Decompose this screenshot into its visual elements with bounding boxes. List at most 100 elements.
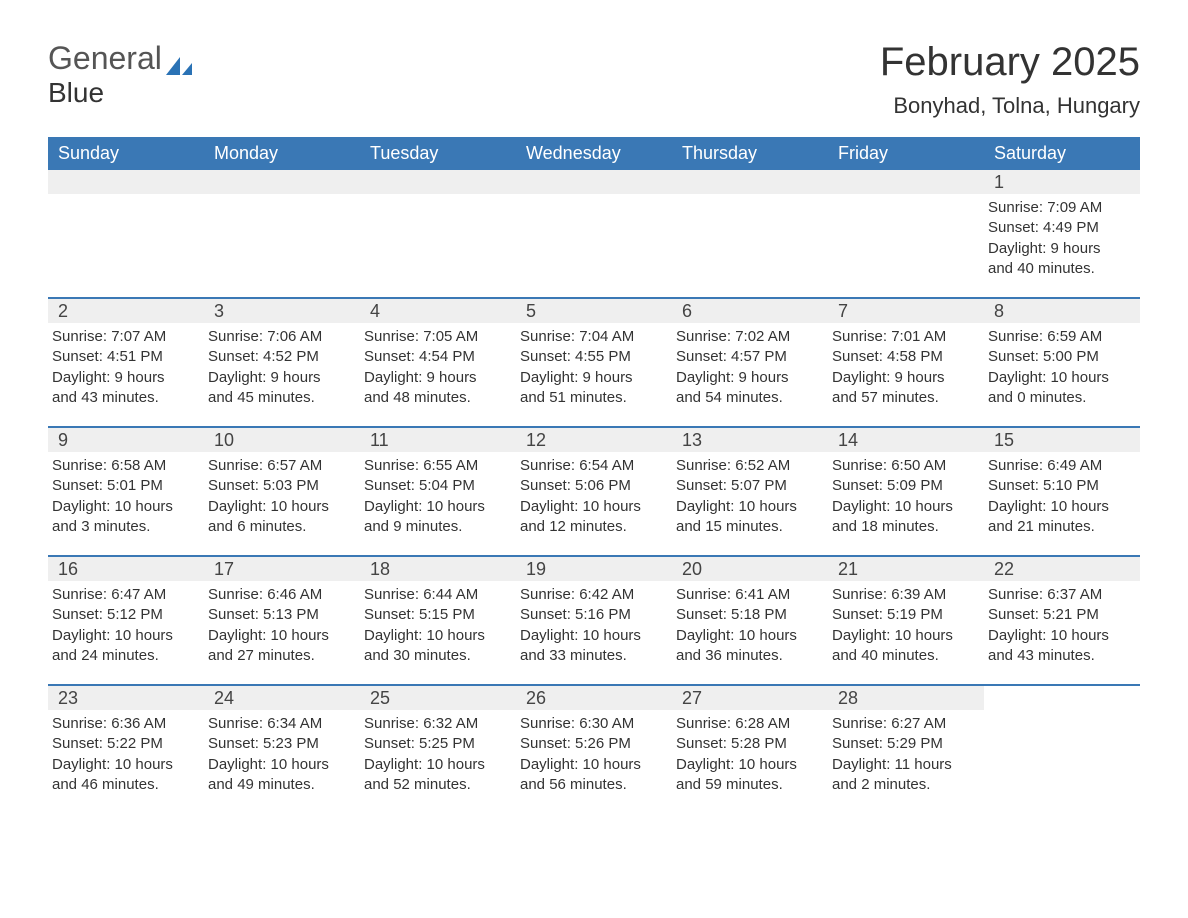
- calendar-day: [204, 170, 360, 283]
- day-number: 26: [516, 688, 556, 709]
- day-number-row: 7: [828, 299, 984, 323]
- calendar-day: 5Sunrise: 7:04 AMSunset: 4:55 PMDaylight…: [516, 299, 672, 412]
- calendar-day: 9Sunrise: 6:58 AMSunset: 5:01 PMDaylight…: [48, 428, 204, 541]
- day-number-row: 24: [204, 686, 360, 710]
- calendar-day: 27Sunrise: 6:28 AMSunset: 5:28 PMDayligh…: [672, 686, 828, 799]
- calendar-day: 18Sunrise: 6:44 AMSunset: 5:15 PMDayligh…: [360, 557, 516, 670]
- sunrise-text: Sunrise: 7:05 AM: [364, 327, 506, 347]
- day-number: 14: [828, 430, 868, 451]
- day-number-row: 18: [360, 557, 516, 581]
- daylight-line-1: Daylight: 10 hours: [988, 626, 1130, 646]
- calendar-day: [360, 170, 516, 283]
- sunrise-text: Sunrise: 6:27 AM: [832, 714, 974, 734]
- daylight-line-2: and 54 minutes.: [676, 388, 818, 408]
- daylight-line-1: Daylight: 10 hours: [520, 626, 662, 646]
- daylight-line-2: and 46 minutes.: [52, 775, 194, 795]
- daylight-line-2: and 33 minutes.: [520, 646, 662, 666]
- calendar-day: 24Sunrise: 6:34 AMSunset: 5:23 PMDayligh…: [204, 686, 360, 799]
- day-number-row: 6: [672, 299, 828, 323]
- daylight-line-2: and 43 minutes.: [988, 646, 1130, 666]
- sunset-text: Sunset: 5:12 PM: [52, 605, 194, 625]
- daylight-line-1: Daylight: 9 hours: [520, 368, 662, 388]
- sunset-text: Sunset: 5:01 PM: [52, 476, 194, 496]
- daylight-line-1: Daylight: 10 hours: [208, 755, 350, 775]
- day-details: Sunrise: 7:04 AMSunset: 4:55 PMDaylight:…: [516, 323, 672, 412]
- sunset-text: Sunset: 4:49 PM: [988, 218, 1130, 238]
- day-number: 27: [672, 688, 712, 709]
- daylight-line-1: Daylight: 10 hours: [52, 755, 194, 775]
- sunrise-text: Sunrise: 6:58 AM: [52, 456, 194, 476]
- daylight-line-2: and 43 minutes.: [52, 388, 194, 408]
- daylight-line-1: Daylight: 9 hours: [676, 368, 818, 388]
- calendar-day: 10Sunrise: 6:57 AMSunset: 5:03 PMDayligh…: [204, 428, 360, 541]
- day-number-row: 17: [204, 557, 360, 581]
- day-number-row: 5: [516, 299, 672, 323]
- dow-tuesday: Tuesday: [360, 137, 516, 170]
- calendar-day: 16Sunrise: 6:47 AMSunset: 5:12 PMDayligh…: [48, 557, 204, 670]
- calendar-day: 4Sunrise: 7:05 AMSunset: 4:54 PMDaylight…: [360, 299, 516, 412]
- month-title: February 2025: [880, 40, 1140, 85]
- calendar-week: 2Sunrise: 7:07 AMSunset: 4:51 PMDaylight…: [48, 297, 1140, 412]
- daylight-line-2: and 24 minutes.: [52, 646, 194, 666]
- calendar-day: 2Sunrise: 7:07 AMSunset: 4:51 PMDaylight…: [48, 299, 204, 412]
- sunset-text: Sunset: 5:03 PM: [208, 476, 350, 496]
- day-number-row: 8: [984, 299, 1140, 323]
- sail-icon: [166, 57, 180, 75]
- daylight-line-2: and 15 minutes.: [676, 517, 818, 537]
- day-number-row: [828, 170, 984, 194]
- calendar-day: [516, 170, 672, 283]
- day-number: 6: [672, 301, 702, 322]
- day-number: 4: [360, 301, 390, 322]
- daylight-line-1: Daylight: 10 hours: [832, 626, 974, 646]
- brand-word-1: General: [48, 40, 162, 77]
- day-number-row: 16: [48, 557, 204, 581]
- sunset-text: Sunset: 5:13 PM: [208, 605, 350, 625]
- daylight-line-2: and 0 minutes.: [988, 388, 1130, 408]
- sunrise-text: Sunrise: 6:47 AM: [52, 585, 194, 605]
- day-details: Sunrise: 6:28 AMSunset: 5:28 PMDaylight:…: [672, 710, 828, 799]
- daylight-line-2: and 45 minutes.: [208, 388, 350, 408]
- daylight-line-2: and 49 minutes.: [208, 775, 350, 795]
- day-details: Sunrise: 6:34 AMSunset: 5:23 PMDaylight:…: [204, 710, 360, 799]
- daylight-line-1: Daylight: 10 hours: [520, 755, 662, 775]
- day-number-row: 15: [984, 428, 1140, 452]
- daylight-line-2: and 57 minutes.: [832, 388, 974, 408]
- day-number: 15: [984, 430, 1024, 451]
- calendar-day: [984, 686, 1140, 799]
- daylight-line-1: Daylight: 10 hours: [520, 497, 662, 517]
- sunset-text: Sunset: 5:06 PM: [520, 476, 662, 496]
- sunrise-text: Sunrise: 6:34 AM: [208, 714, 350, 734]
- calendar-day: 22Sunrise: 6:37 AMSunset: 5:21 PMDayligh…: [984, 557, 1140, 670]
- day-details: Sunrise: 6:59 AMSunset: 5:00 PMDaylight:…: [984, 323, 1140, 412]
- sail-icon: [182, 63, 192, 75]
- calendar-day: 12Sunrise: 6:54 AMSunset: 5:06 PMDayligh…: [516, 428, 672, 541]
- daylight-line-1: Daylight: 10 hours: [364, 755, 506, 775]
- daylight-line-1: Daylight: 10 hours: [364, 626, 506, 646]
- sunrise-text: Sunrise: 6:39 AM: [832, 585, 974, 605]
- sunrise-text: Sunrise: 7:02 AM: [676, 327, 818, 347]
- sunrise-text: Sunrise: 7:06 AM: [208, 327, 350, 347]
- day-details: Sunrise: 7:01 AMSunset: 4:58 PMDaylight:…: [828, 323, 984, 412]
- day-details: Sunrise: 6:52 AMSunset: 5:07 PMDaylight:…: [672, 452, 828, 541]
- dow-friday: Friday: [828, 137, 984, 170]
- day-number: 17: [204, 559, 244, 580]
- title-block: February 2025 Bonyhad, Tolna, Hungary: [880, 40, 1140, 119]
- day-details: Sunrise: 7:09 AMSunset: 4:49 PMDaylight:…: [984, 194, 1140, 283]
- sunset-text: Sunset: 5:22 PM: [52, 734, 194, 754]
- calendar-day: 25Sunrise: 6:32 AMSunset: 5:25 PMDayligh…: [360, 686, 516, 799]
- daylight-line-1: Daylight: 10 hours: [988, 497, 1130, 517]
- sunset-text: Sunset: 4:51 PM: [52, 347, 194, 367]
- day-details: Sunrise: 6:32 AMSunset: 5:25 PMDaylight:…: [360, 710, 516, 799]
- calendar-day: [672, 170, 828, 283]
- daylight-line-1: Daylight: 10 hours: [988, 368, 1130, 388]
- calendar-week: 23Sunrise: 6:36 AMSunset: 5:22 PMDayligh…: [48, 684, 1140, 799]
- calendar-day: 7Sunrise: 7:01 AMSunset: 4:58 PMDaylight…: [828, 299, 984, 412]
- day-number-row: 26: [516, 686, 672, 710]
- day-number: 16: [48, 559, 88, 580]
- day-number: 7: [828, 301, 858, 322]
- calendar-day: 26Sunrise: 6:30 AMSunset: 5:26 PMDayligh…: [516, 686, 672, 799]
- day-number: 5: [516, 301, 546, 322]
- sunrise-text: Sunrise: 6:44 AM: [364, 585, 506, 605]
- day-details: Sunrise: 6:50 AMSunset: 5:09 PMDaylight:…: [828, 452, 984, 541]
- day-number-row: 9: [48, 428, 204, 452]
